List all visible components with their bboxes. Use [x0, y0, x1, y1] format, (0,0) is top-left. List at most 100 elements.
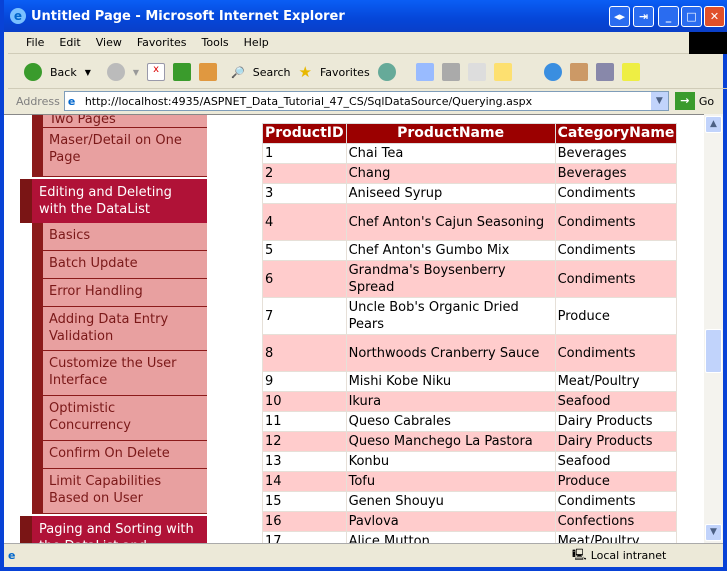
zone-label: Local intranet — [590, 549, 667, 562]
product-id-cell: 10 — [262, 391, 347, 412]
product-name-cell: Alice Mutton — [345, 531, 556, 543]
sidebar-item[interactable]: Optimistic Concurrency — [32, 396, 207, 441]
intranet-icon: 🖳 — [572, 548, 587, 561]
table-row: 15 Genen Shouyu Condiments — [262, 491, 678, 512]
sidebar-item[interactable]: Basics — [32, 223, 207, 251]
scroll-thumb[interactable] — [705, 329, 722, 373]
sidebar-category[interactable]: Paging and Sorting with the DataList and… — [20, 516, 207, 543]
minimize-button[interactable]: _ — [658, 6, 679, 27]
category-name-cell: Produce — [554, 471, 678, 492]
history-icon[interactable] — [377, 63, 396, 81]
product-name-cell: Tofu — [345, 471, 556, 492]
table-row: 5 Chef Anton's Gumbo Mix Condiments — [262, 240, 678, 261]
discuss-icon[interactable] — [493, 63, 512, 81]
table-row: 1 Chai Tea Beverages — [262, 143, 678, 164]
close-button[interactable]: ✕ — [704, 6, 725, 27]
search-button[interactable]: Search — [252, 65, 291, 79]
chevron-down-icon[interactable]: ▼ — [650, 92, 668, 110]
messenger-icon[interactable] — [543, 63, 562, 81]
sidebar-item[interactable]: Customize the User Interface — [32, 351, 207, 396]
sidebar-item[interactable]: Maser/Detail on One Page — [32, 128, 207, 177]
products-grid: ProductID ProductName CategoryName 1 Chai… — [262, 123, 678, 543]
page-icon: e — [67, 94, 76, 108]
toolbar: Back ▼ ▼ x 🔎 Search ★ Favorites — [8, 56, 727, 89]
product-name-cell: Queso Manchego La Pastora — [345, 431, 556, 452]
sidebar-item-label: Adding Data Entry Validation — [43, 307, 207, 351]
menu-help[interactable]: Help — [243, 36, 269, 49]
vertical-scrollbar[interactable]: ▲ ▼ — [704, 114, 723, 543]
menu-favorites[interactable]: Favorites — [136, 36, 187, 49]
category-name-cell: Meat/Poultry — [554, 531, 678, 543]
maximize-button[interactable]: □ — [681, 6, 702, 27]
favorites-icon[interactable]: ★ — [298, 63, 312, 81]
sidebar-item[interactable]: Two Pages — [32, 115, 207, 128]
tile-icon[interactable]: ◂▸ — [609, 6, 630, 27]
category-name-cell: Meat/Poultry — [554, 371, 678, 392]
go-button[interactable]: → Go — [674, 92, 715, 110]
sidebar-item-label: Maser/Detail on One Page — [43, 128, 207, 177]
edit-icon[interactable] — [467, 63, 486, 81]
product-id-cell: 6 — [262, 260, 347, 298]
product-name-cell: Chef Anton's Cajun Seasoning — [345, 203, 556, 241]
search-icon[interactable]: 🔎 — [231, 65, 245, 79]
table-row: 17 Alice Mutton Meat/Poultry — [262, 531, 678, 543]
extension-icon[interactable] — [621, 63, 640, 81]
category-name-cell: Dairy Products — [554, 431, 678, 452]
category-name-cell: Confections — [554, 511, 678, 532]
category-name-cell: Condiments — [554, 183, 678, 204]
sidebar-item-label: Error Handling — [43, 279, 207, 307]
go-label: Go — [698, 94, 715, 108]
print-icon[interactable] — [441, 63, 460, 81]
window-title: Untitled Page - Microsoft Internet Explo… — [31, 8, 345, 24]
sidebar-item[interactable]: Adding Data Entry Validation — [32, 307, 207, 351]
product-name-cell: Grandma's Boysenberry Spread — [345, 260, 556, 298]
tool-icon[interactable] — [595, 63, 614, 81]
product-name-cell: Chai Tea — [345, 143, 556, 164]
go-arrow-icon: → — [674, 92, 695, 110]
product-id-cell: 17 — [262, 531, 347, 543]
sidebar-item[interactable]: Batch Update — [32, 251, 207, 279]
sidebar-item-label: Customize the User Interface — [43, 351, 207, 396]
sidebar-item-label: Editing and Deleting with the DataList — [32, 179, 207, 223]
column-header: ProductID — [262, 123, 347, 144]
back-icon[interactable] — [24, 63, 42, 81]
scroll-up-icon[interactable]: ▲ — [705, 116, 722, 133]
menu-tools[interactable]: Tools — [201, 36, 229, 49]
product-id-cell: 8 — [262, 334, 347, 372]
address-input[interactable]: e http://localhost:4935/ASPNET_Data_Tuto… — [63, 91, 669, 111]
favorites-button[interactable]: Favorites — [319, 65, 370, 79]
sidebar-category[interactable]: Editing and Deleting with the DataList — [20, 179, 207, 223]
product-id-cell: 9 — [262, 371, 347, 392]
scroll-down-icon[interactable]: ▼ — [705, 524, 722, 541]
forward-icon[interactable] — [106, 63, 125, 81]
table-row: 9 Mishi Kobe Niku Meat/Poultry — [262, 371, 678, 392]
security-zone: 🖳 Local intranet — [572, 546, 666, 565]
column-header: CategoryName — [554, 123, 678, 144]
category-name-cell: Produce — [554, 297, 678, 335]
sidebar-item[interactable]: Confirm On Delete — [32, 441, 207, 469]
menu-view[interactable]: View — [95, 36, 122, 49]
table-row: 16 Pavlova Confections — [262, 511, 678, 532]
product-id-cell: 4 — [262, 203, 347, 241]
product-name-cell: Mishi Kobe Niku — [345, 371, 556, 392]
sidebar-item[interactable]: Limit Capabilities Based on User — [32, 469, 207, 514]
table-row: 4 Chef Anton's Cajun Seasoning Condiments — [262, 203, 678, 241]
back-button[interactable]: Back — [50, 65, 77, 79]
product-name-cell: Aniseed Syrup — [345, 183, 556, 204]
research-icon[interactable] — [569, 63, 588, 81]
address-url: http://localhost:4935/ASPNET_Data_Tutori… — [84, 94, 533, 108]
address-label: Address — [16, 94, 60, 108]
category-name-cell: Seafood — [554, 391, 678, 412]
menu-edit[interactable]: Edit — [59, 36, 81, 49]
stop-icon[interactable]: x — [147, 63, 166, 81]
mail-icon[interactable] — [415, 63, 434, 81]
product-id-cell: 13 — [262, 451, 347, 472]
table-row: 6 Grandma's Boysenberry Spread Condiments — [262, 260, 678, 298]
category-name-cell: Condiments — [554, 491, 678, 512]
home-icon[interactable] — [199, 63, 218, 81]
refresh-icon[interactable] — [173, 63, 192, 81]
menu-bar: File Edit View Favorites Tools Help — [8, 32, 727, 54]
sidebar-item[interactable]: Error Handling — [32, 279, 207, 307]
menu-file[interactable]: File — [26, 36, 45, 49]
switch-icon[interactable]: ⇥ — [633, 6, 654, 27]
